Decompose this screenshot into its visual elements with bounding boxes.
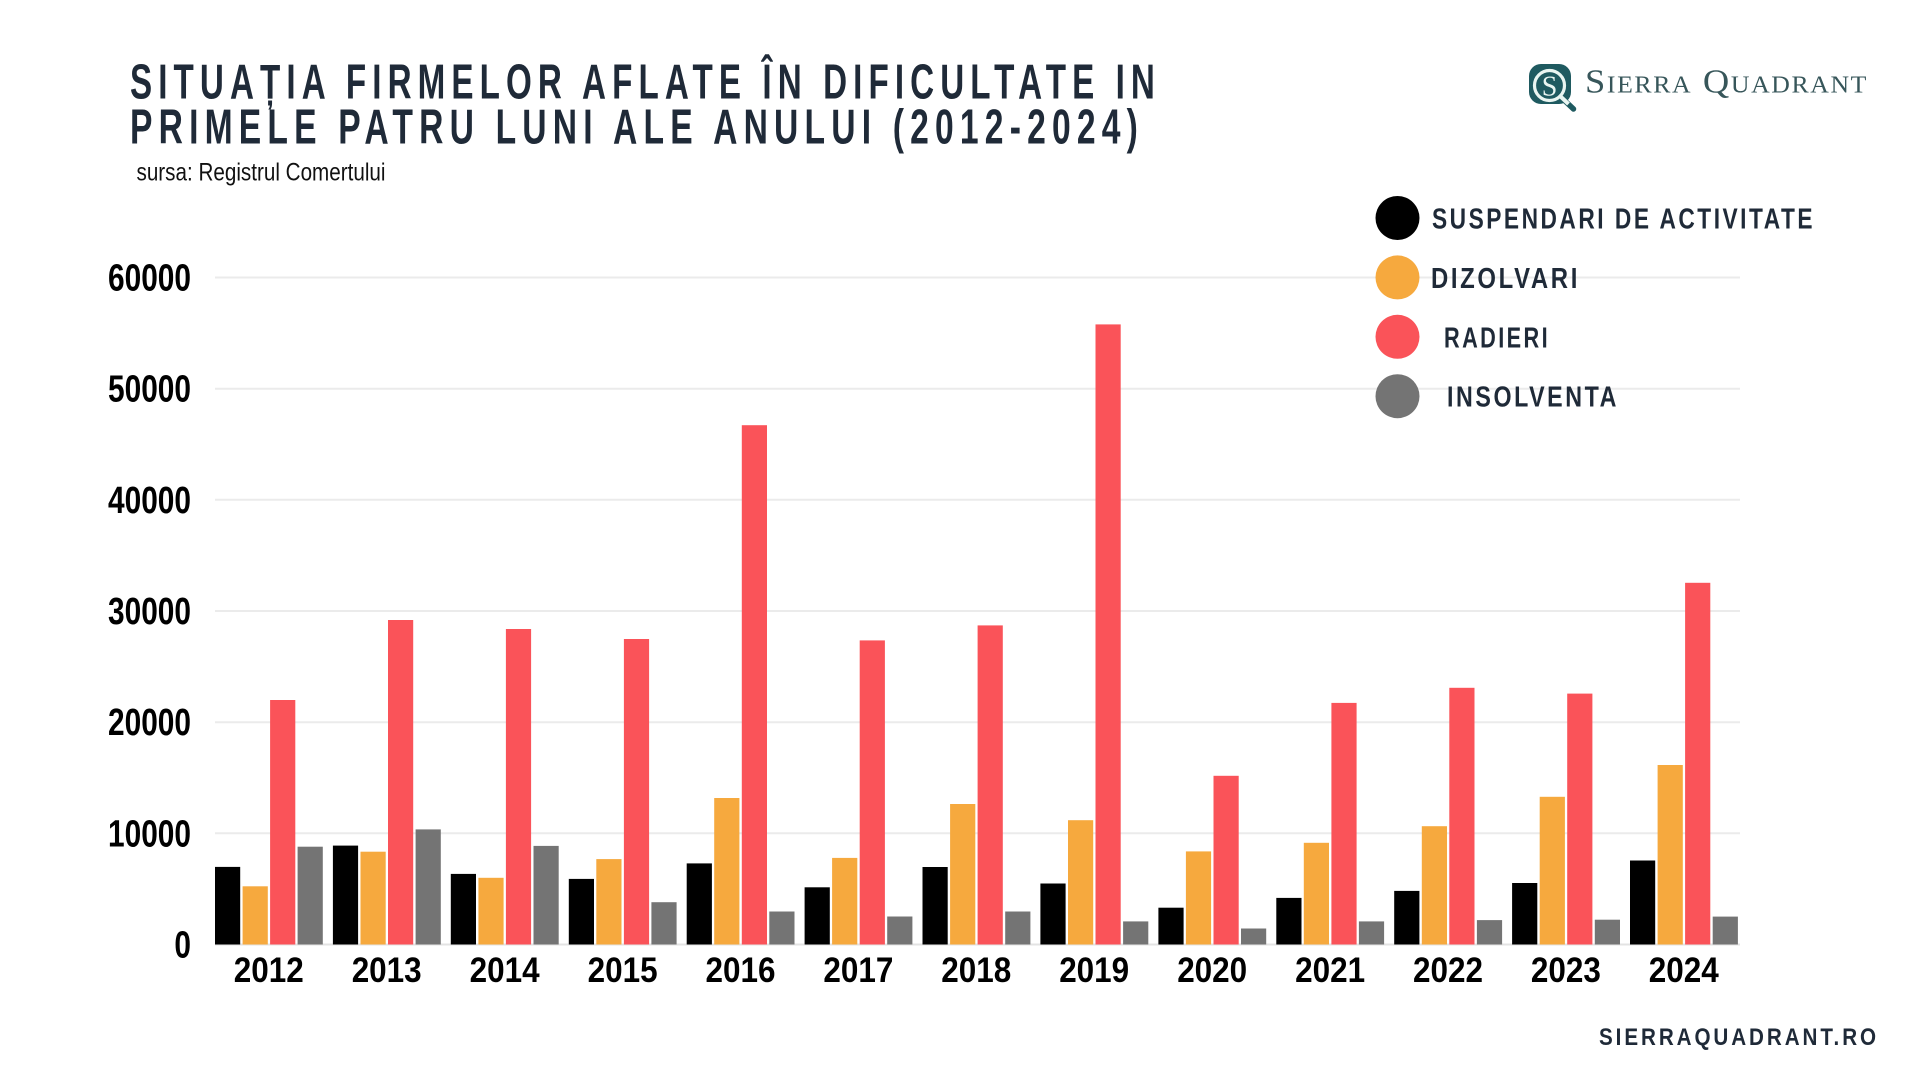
svg-text:sursa: Registrul Comertului: sursa: Registrul Comertului	[137, 159, 386, 187]
svg-text:2018: 2018	[941, 951, 1011, 990]
svg-text:2019: 2019	[1059, 951, 1129, 990]
svg-text:S: S	[1542, 72, 1558, 103]
svg-text:2022: 2022	[1413, 951, 1483, 990]
svg-text:10000: 10000	[108, 813, 191, 855]
svg-text:2023: 2023	[1531, 951, 1601, 990]
svg-text:40000: 40000	[108, 480, 191, 522]
svg-text:SIERRAQUADRANT.RO: SIERRAQUADRANT.RO	[1599, 1024, 1879, 1051]
svg-text:2015: 2015	[588, 951, 658, 990]
svg-text:2020: 2020	[1177, 951, 1247, 990]
svg-text:INSOLVENTA: INSOLVENTA	[1447, 382, 1619, 414]
svg-text:RADIERI: RADIERI	[1444, 322, 1550, 354]
svg-text:20000: 20000	[108, 702, 191, 744]
svg-text:2014: 2014	[470, 951, 540, 990]
svg-text:2021: 2021	[1295, 951, 1365, 990]
svg-text:2016: 2016	[706, 951, 776, 990]
svg-text:30000: 30000	[108, 591, 191, 633]
svg-text:2013: 2013	[352, 951, 422, 990]
svg-text:2017: 2017	[823, 951, 893, 990]
svg-text:PRIMELE PATRU LUNI ALE ANULUI: PRIMELE PATRU LUNI ALE ANULUI (2012-2024…	[130, 100, 1144, 154]
svg-text:0: 0	[174, 925, 191, 967]
svg-text:Sierra Quadrant: Sierra Quadrant	[1585, 64, 1868, 101]
svg-text:SUSPENDARI DE ACTIVITATE: SUSPENDARI DE ACTIVITATE	[1432, 204, 1815, 236]
svg-text:2012: 2012	[234, 951, 304, 990]
svg-text:SITUAȚIA FIRMELOR AFLATE ÎN DI: SITUAȚIA FIRMELOR AFLATE ÎN DIFICULTATE …	[130, 55, 1161, 110]
svg-text:50000: 50000	[108, 369, 191, 411]
svg-text:2024: 2024	[1649, 951, 1719, 990]
svg-text:DIZOLVARI: DIZOLVARI	[1431, 263, 1580, 295]
svg-text:60000: 60000	[108, 258, 191, 300]
